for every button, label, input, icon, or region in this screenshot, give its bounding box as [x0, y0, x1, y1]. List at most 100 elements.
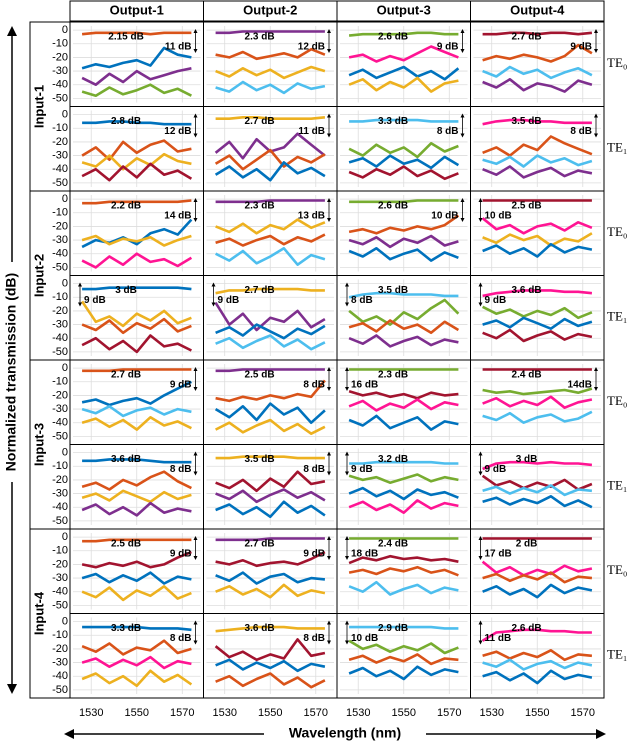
crosstalk-label: 8 dB — [303, 380, 325, 391]
data-line — [349, 625, 459, 630]
crosstalk-label: 10 dB — [431, 211, 458, 222]
x-tick-label: 1550 — [125, 707, 149, 719]
x-tick-label: 1530 — [212, 707, 236, 719]
y-tick-label: -30 — [52, 403, 68, 415]
data-line — [82, 199, 192, 205]
crosstalk-label: 9 dB — [218, 295, 240, 306]
insertion-loss-label: 2.3 dB — [245, 32, 275, 43]
panel — [69, 106, 204, 192]
panel — [336, 275, 471, 361]
data-line — [215, 323, 326, 340]
insertion-loss-label: 3.6 dB — [111, 454, 141, 465]
y-tick-label: -40 — [52, 670, 68, 682]
insertion-loss-label: 2 dB — [516, 539, 538, 550]
x-tick-label: 1570 — [437, 707, 461, 719]
data-line — [482, 460, 593, 471]
mode-label: TE₁ — [607, 478, 627, 493]
mode-label: TE₀ — [607, 224, 627, 239]
data-line — [82, 625, 192, 632]
data-line — [215, 247, 326, 266]
row-label: Input-1 — [31, 85, 46, 128]
insertion-loss-label: 2.7 dB — [111, 370, 141, 381]
crosstalk-label: 9 dB — [303, 549, 325, 560]
data-line — [215, 500, 326, 519]
y-tick-label: -30 — [52, 572, 68, 584]
y-tick-label: -20 — [52, 220, 68, 232]
y-tick-label: -50 — [52, 261, 68, 273]
y-tick-label: -40 — [52, 79, 68, 91]
data-line — [215, 550, 326, 568]
y-tick-label: -40 — [52, 248, 68, 260]
data-line — [81, 550, 192, 569]
data-line — [215, 199, 325, 204]
data-line — [482, 484, 593, 497]
panel — [203, 190, 338, 276]
data-line — [215, 368, 325, 373]
data-line — [482, 232, 593, 247]
y-tick-label: -40 — [52, 332, 68, 344]
data-line — [82, 368, 192, 373]
column-header-box — [470, 0, 605, 22]
insertion-loss-label: 2.4 dB — [512, 370, 542, 381]
y-tick-label: 0 — [62, 193, 68, 205]
x-tick-label: 1570 — [571, 707, 595, 719]
data-line — [81, 139, 192, 161]
crosstalk-label: 14 dB — [164, 211, 191, 222]
insertion-loss-label: 2.7 dB — [512, 32, 542, 43]
data-line — [348, 234, 459, 249]
mode-label: TE₁ — [607, 647, 627, 662]
crosstalk-label: 9 dB — [437, 42, 459, 53]
data-line — [348, 65, 460, 81]
y-tick-label: -40 — [52, 163, 68, 175]
data-line — [348, 165, 459, 181]
data-line — [81, 83, 192, 97]
data-line — [215, 233, 326, 247]
crosstalk-label: 8 dB — [170, 464, 192, 475]
y-tick-label: -50 — [52, 684, 68, 696]
insertion-loss-label: 2.6 dB — [512, 623, 542, 634]
data-line — [81, 489, 192, 504]
data-line — [81, 501, 192, 517]
crosstalk-label: 9 dB — [84, 295, 106, 306]
data-line — [481, 474, 593, 491]
data-line — [482, 571, 593, 584]
insertion-loss-label: 3.3 dB — [111, 623, 141, 634]
panel — [336, 106, 471, 192]
data-line — [482, 410, 593, 424]
insertion-loss-label: 2.5 dB — [512, 201, 542, 212]
column-header: Output-2 — [243, 2, 297, 17]
mode-label: TE₁ — [607, 309, 627, 324]
data-line — [348, 214, 460, 235]
data-line — [81, 669, 193, 688]
crosstalk-label: 8 dB — [351, 295, 373, 306]
crosstalk-label: 8 dB — [303, 464, 325, 475]
panel — [203, 528, 338, 614]
data-line — [81, 639, 192, 656]
data-line — [481, 628, 592, 642]
crosstalk-label: 9 dB — [351, 464, 373, 475]
y-tick-label: -50 — [52, 599, 68, 611]
data-line — [215, 116, 326, 120]
data-line — [81, 405, 192, 418]
crosstalk-label: 8 dB — [303, 633, 325, 644]
data-line — [82, 458, 192, 464]
x-tick-label: 1550 — [258, 707, 282, 719]
data-line — [81, 234, 192, 247]
panel — [203, 613, 338, 699]
panel — [69, 275, 204, 361]
crosstalk-label: 8 dB — [437, 126, 459, 137]
y-tick-label: 0 — [62, 278, 68, 290]
panel — [336, 528, 471, 614]
y-tick-label: -50 — [52, 92, 68, 104]
y-tick-label: -40 — [52, 586, 68, 598]
data-line — [482, 387, 593, 396]
data-line — [215, 80, 326, 95]
data-line — [348, 390, 459, 400]
data-line — [214, 302, 326, 332]
mode-label: TE₀ — [607, 393, 627, 408]
crosstalk-label: 8 dB — [170, 633, 192, 644]
crosstalk-label: 12 dB — [298, 42, 325, 53]
data-line — [482, 43, 593, 63]
data-line — [482, 165, 593, 179]
y-tick-label: -50 — [52, 515, 68, 527]
